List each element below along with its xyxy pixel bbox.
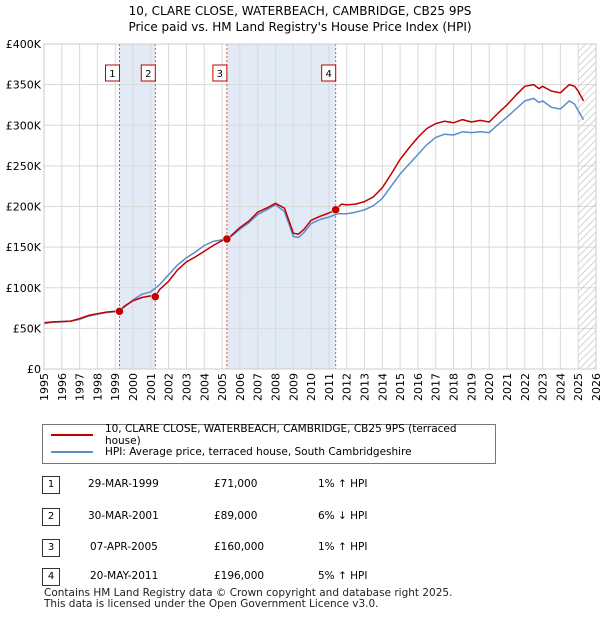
y-tick-label: £200K bbox=[6, 201, 42, 214]
sale-point bbox=[222, 234, 232, 244]
sale-label-box: 2 bbox=[140, 64, 156, 82]
sale-date: 20-MAY-2011 bbox=[90, 570, 159, 582]
x-tick-label: 2009 bbox=[287, 373, 300, 401]
x-tick-label: 2000 bbox=[127, 373, 140, 401]
x-tick-label: 2005 bbox=[216, 373, 229, 401]
chart-subtitle: Price paid vs. HM Land Registry's House … bbox=[128, 20, 472, 34]
x-tick-label: 2023 bbox=[537, 373, 550, 401]
x-tick-label: 2006 bbox=[234, 373, 247, 401]
y-tick-label: £350K bbox=[6, 79, 42, 92]
sale-point bbox=[115, 307, 124, 316]
x-tick-label: 1996 bbox=[56, 373, 69, 401]
sale-number-badge: 1 bbox=[42, 476, 60, 494]
chart-title: 10, CLARE CLOSE, WATERBEACH, CAMBRIDGE, … bbox=[128, 4, 472, 18]
y-tick-label: £0 bbox=[27, 363, 41, 376]
sale-price: £196,000 bbox=[214, 570, 265, 582]
sale-point bbox=[331, 205, 340, 214]
forecast-hatch bbox=[578, 44, 596, 369]
x-tick-label: 2002 bbox=[163, 373, 176, 401]
x-tick-label: 2016 bbox=[412, 373, 425, 401]
sale-price: £71,000 bbox=[214, 478, 258, 490]
x-tick-label: 2008 bbox=[269, 373, 282, 401]
legend-label-property: 10, CLARE CLOSE, WATERBEACH, CAMBRIDGE, … bbox=[104, 423, 457, 447]
x-tick-label: 2022 bbox=[519, 373, 532, 401]
x-tick-label: 2018 bbox=[448, 373, 461, 401]
y-tick-label: £400K bbox=[6, 38, 42, 51]
x-tick-label: 2021 bbox=[501, 373, 514, 401]
y-tick-label: £250K bbox=[6, 160, 42, 173]
sale-hpi-diff: 1% ↑ HPI bbox=[318, 541, 368, 553]
sale-label-number: 1 bbox=[109, 69, 115, 80]
sale-hpi-diff: 6% ↓ HPI bbox=[318, 510, 368, 522]
sale-number-badge: 4 bbox=[42, 568, 60, 586]
x-tick-label: 1995 bbox=[38, 373, 51, 401]
property-price-line bbox=[44, 83, 585, 324]
y-tick-label: £100K bbox=[6, 282, 42, 295]
sale-date: 29-MAR-1999 bbox=[88, 478, 159, 490]
y-tick-label: £300K bbox=[6, 119, 42, 132]
x-tick-label: 2020 bbox=[483, 373, 496, 401]
sale-label-border bbox=[321, 64, 337, 82]
x-tick-label: 2012 bbox=[341, 373, 354, 401]
x-tick-label: 2010 bbox=[305, 373, 318, 401]
sale-label-border bbox=[104, 64, 120, 82]
x-tick-label: 2017 bbox=[430, 373, 443, 401]
sale-label-box: 3 bbox=[212, 64, 228, 82]
sale-label-border bbox=[212, 64, 228, 82]
sale-date: 07-APR-2005 bbox=[90, 541, 158, 553]
legend: 10, CLARE CLOSE, WATERBEACH, CAMBRIDGE, … bbox=[42, 423, 496, 464]
footer-copyright: Contains HM Land Registry data © Crown c… bbox=[44, 587, 453, 599]
sale-price: £160,000 bbox=[214, 541, 265, 553]
x-tick-label: 2025 bbox=[572, 373, 585, 401]
legend-label-hpi: HPI: Average price, terraced house, Sout… bbox=[105, 446, 412, 458]
sale-label-number: 2 bbox=[145, 69, 151, 80]
x-tick-label: 2004 bbox=[198, 373, 211, 401]
y-tick-label: £50K bbox=[13, 322, 42, 335]
legend-swatch-property bbox=[51, 434, 93, 436]
x-tick-label: 2003 bbox=[180, 373, 193, 401]
sale-hpi-diff: 1% ↑ HPI bbox=[318, 478, 368, 490]
x-tick-label: 2024 bbox=[554, 373, 567, 401]
x-tick-label: 2001 bbox=[145, 373, 158, 401]
legend-item-hpi: HPI: Average price, terraced house, Sout… bbox=[43, 444, 412, 460]
x-tick-label: 2019 bbox=[465, 373, 478, 401]
x-tick-label: 1999 bbox=[109, 373, 122, 401]
x-tick-label: 2007 bbox=[252, 373, 265, 401]
sale-point bbox=[151, 292, 160, 301]
legend-item-property: 10, CLARE CLOSE, WATERBEACH, CAMBRIDGE, … bbox=[43, 423, 495, 447]
x-tick-label: 2015 bbox=[394, 373, 407, 401]
sale-number-badge: 2 bbox=[42, 508, 60, 526]
sale-number-badge: 3 bbox=[42, 539, 60, 557]
sale-price: £89,000 bbox=[214, 510, 258, 522]
y-tick-label: £150K bbox=[6, 241, 42, 254]
x-tick-label: 2026 bbox=[590, 373, 600, 401]
sale-hpi-diff: 5% ↑ HPI bbox=[318, 570, 368, 582]
sale-label-number: 3 bbox=[217, 69, 223, 80]
x-tick-label: 2011 bbox=[323, 373, 336, 401]
sale-label-number: 4 bbox=[325, 69, 331, 80]
sale-label-box: 1 bbox=[104, 64, 120, 82]
sale-label-border bbox=[140, 64, 156, 82]
legend-swatch-hpi bbox=[51, 451, 93, 453]
x-tick-label: 1997 bbox=[74, 373, 87, 401]
hpi-line bbox=[44, 97, 585, 325]
x-tick-label: 2013 bbox=[359, 373, 372, 401]
sale-label-box: 4 bbox=[321, 64, 337, 82]
sale-date: 30-MAR-2001 bbox=[88, 510, 159, 522]
price-chart: 1 2 3 4 £0 £50K £100K £150K £200K £250K £300K £350K… bbox=[6, 38, 600, 401]
plot-border bbox=[43, 43, 597, 370]
x-tick-label: 2014 bbox=[376, 373, 389, 401]
x-tick-label: 1998 bbox=[91, 373, 104, 401]
footer-licence: This data is licensed under the Open Gov… bbox=[44, 598, 379, 610]
footer: Contains HM Land Registry data © Crown c… bbox=[44, 588, 452, 610]
